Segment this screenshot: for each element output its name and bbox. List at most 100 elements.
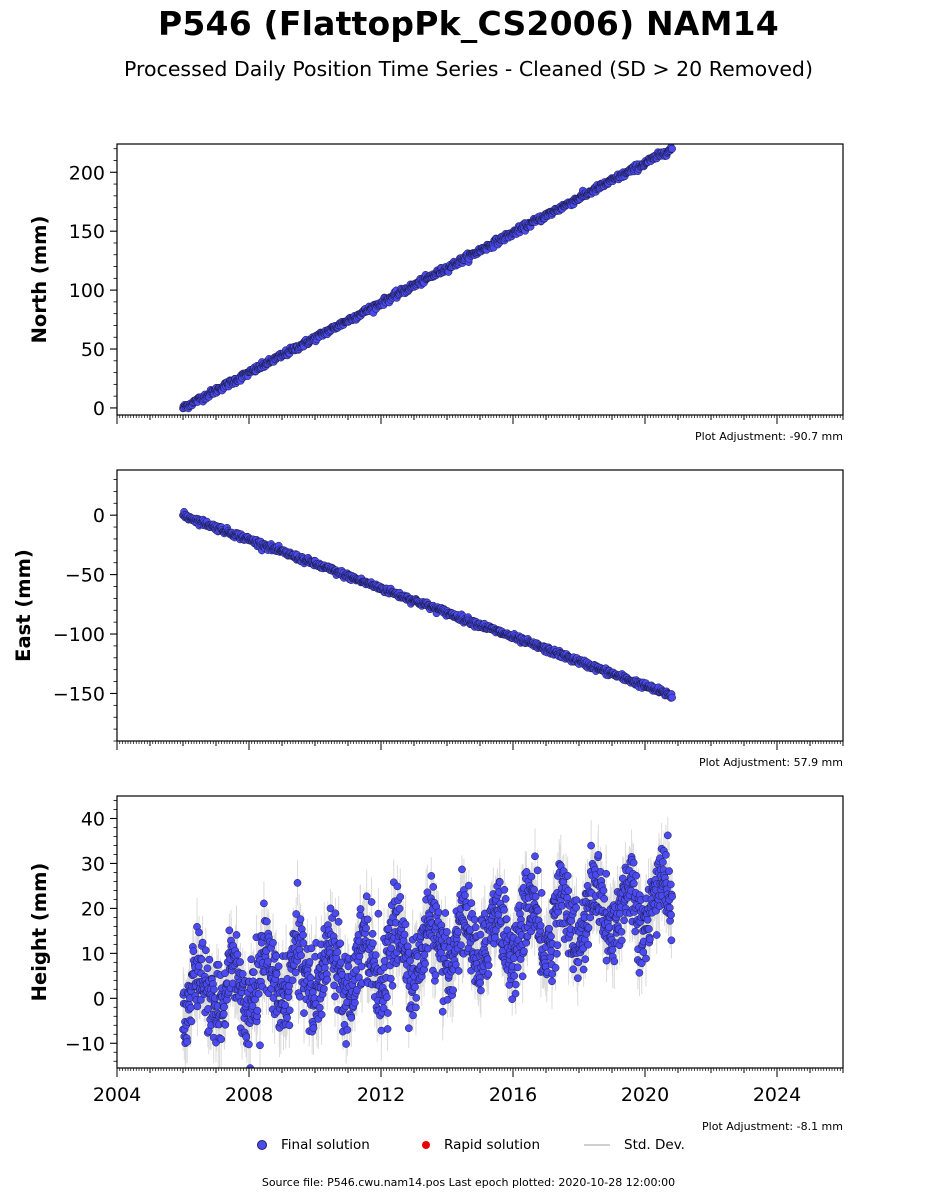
data-point (423, 888, 432, 897)
data-point (193, 1002, 202, 1011)
data-point (438, 1007, 447, 1016)
y-tick-label: −100 (53, 624, 105, 646)
data-point (343, 1026, 352, 1034)
data-point (219, 1010, 228, 1018)
data-point (527, 872, 536, 881)
data-point (292, 910, 301, 918)
data-point (412, 994, 421, 1002)
data-point (668, 693, 676, 702)
x-ticks-east (116, 741, 844, 750)
data-point (285, 982, 293, 990)
data-point (356, 905, 365, 913)
data-point (220, 1003, 228, 1011)
data-point (380, 957, 389, 965)
data-point (379, 1004, 388, 1012)
data-point (210, 985, 218, 994)
data-point (391, 918, 400, 927)
data-point (371, 951, 380, 959)
data-point (518, 972, 527, 981)
data-point (246, 1064, 255, 1068)
y-tick-label: 0 (93, 398, 105, 420)
data-point (393, 882, 402, 891)
axes-frame-east (116, 469, 844, 742)
data-point (262, 917, 271, 926)
data-point (484, 961, 493, 970)
data-point (510, 971, 519, 980)
data-point (296, 915, 305, 924)
data-point (413, 952, 422, 961)
data-point (396, 893, 405, 901)
data-point (249, 968, 258, 977)
data-point (260, 899, 268, 908)
data-point (461, 891, 469, 900)
data-point (189, 947, 198, 956)
data-point (187, 1017, 196, 1026)
data-point (449, 986, 457, 995)
data-point (500, 906, 508, 914)
data-point (331, 992, 339, 1001)
data-point (233, 950, 242, 959)
data-point (511, 980, 520, 989)
data-point (285, 1021, 294, 1030)
data-point (434, 908, 443, 917)
data-point (323, 975, 332, 984)
data-point (247, 955, 256, 964)
data-point (520, 947, 528, 956)
data-point (443, 995, 452, 1004)
data-point (272, 970, 281, 978)
data-point (470, 915, 479, 924)
data-point (476, 978, 485, 987)
data-point (293, 879, 302, 887)
data-point (336, 939, 345, 948)
chart-title: P546 (FlattopPk_CS2006) NAM14 (158, 4, 779, 43)
data-point (254, 990, 263, 998)
data-point (198, 938, 207, 947)
y-axis-label-north: North (mm) (28, 216, 51, 344)
data-point (351, 998, 359, 1007)
data-point (295, 992, 304, 1001)
data-point (441, 909, 450, 917)
data-point (281, 1001, 289, 1009)
data-point (307, 944, 316, 953)
data-point (330, 981, 338, 990)
data-points (179, 831, 676, 1080)
data-point (238, 970, 247, 978)
data-point (386, 974, 395, 983)
data-point (183, 1038, 192, 1046)
data-point (458, 865, 466, 874)
data-point (232, 931, 241, 939)
data-point (221, 969, 229, 978)
data-point (274, 962, 283, 971)
data-point (353, 986, 361, 994)
x-ticks-north (116, 415, 844, 424)
data-point (253, 1006, 262, 1015)
plot-adjustment-north: Plot Adjustment: -90.7 mm (695, 430, 843, 443)
data-point (321, 964, 329, 972)
data-point (400, 930, 409, 939)
data-point (362, 924, 370, 933)
data-point (502, 915, 511, 923)
data-point (427, 872, 436, 880)
plot-area-height (179, 816, 676, 1080)
y-tick-label: −150 (53, 683, 105, 705)
chart-subtitle: Processed Daily Position Time Series - C… (124, 57, 813, 81)
data-point (409, 1011, 417, 1020)
data-point (443, 928, 451, 936)
data-point (374, 909, 383, 918)
data-point (334, 917, 343, 926)
data-point (508, 995, 517, 1004)
data-point (203, 964, 212, 973)
data-point (383, 993, 391, 1002)
y-tick-label: −50 (65, 565, 105, 587)
data-point (299, 939, 308, 947)
data-point (317, 1010, 326, 1019)
data-point (344, 962, 353, 971)
y-tick-label: 150 (69, 221, 105, 243)
data-point (420, 951, 429, 959)
data-point (297, 951, 305, 960)
y-ticks-north (110, 148, 117, 409)
data-point (215, 1073, 222, 1080)
data-point (214, 960, 223, 969)
axes-frame-north (116, 143, 844, 416)
data-point (403, 942, 412, 951)
